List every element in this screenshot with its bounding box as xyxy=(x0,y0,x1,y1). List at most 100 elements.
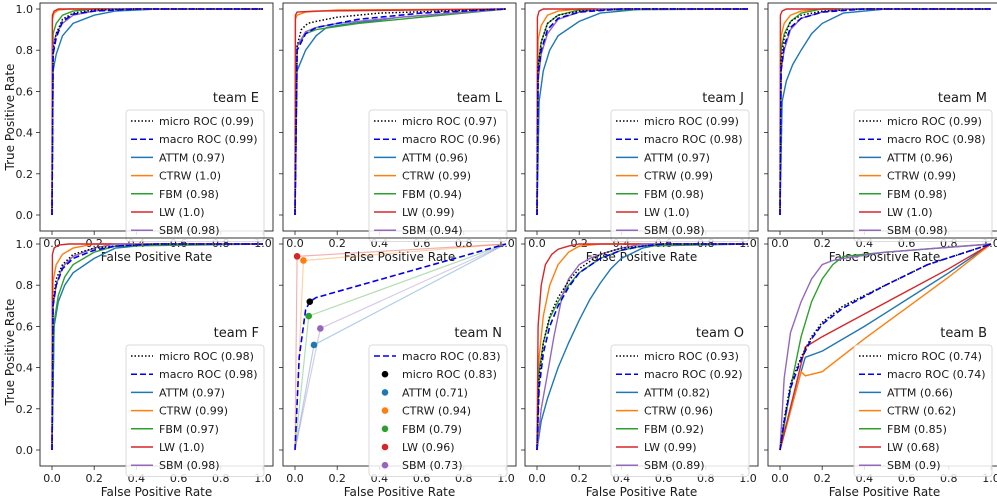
roc-line-sbm xyxy=(779,243,992,451)
roc-line-lw xyxy=(536,243,748,451)
legend-box xyxy=(125,109,265,242)
legend-marker-lw xyxy=(381,443,389,451)
y-tick-label: 0.4 xyxy=(16,127,34,140)
legend-marker-ctrw xyxy=(381,407,389,414)
y-tick-label: 1.0 xyxy=(16,3,34,16)
legend-label-attm: ATTM (0.71) xyxy=(402,386,468,399)
micro-roc-line xyxy=(51,243,263,451)
y-tick-label: 0.8 xyxy=(16,44,34,57)
legend-label-attm: ATTM (0.97) xyxy=(159,151,225,164)
legend-box xyxy=(610,344,750,477)
x-tick-label: 0.0 xyxy=(528,472,546,485)
legend-label-macro: macro ROC (0.98) xyxy=(644,133,743,146)
legend-label-fbm: FBM (0.79) xyxy=(402,423,462,436)
x-tick-label: 0.2 xyxy=(328,237,346,250)
legend-label-macro: macro ROC (0.99) xyxy=(159,133,258,146)
legend-label-ctrw: CTRW (0.94) xyxy=(402,405,471,418)
x-tick-label: 0.2 xyxy=(813,472,831,485)
macro-roc-line xyxy=(294,243,507,451)
legend-label-fbm: FBM (0.92) xyxy=(644,423,704,436)
x-tick-label: 0.0 xyxy=(286,237,304,250)
roc-line-attm xyxy=(779,8,991,216)
legend: micro ROC (0.99) macro ROC (0.99) ATTM (0.… xyxy=(125,109,265,242)
legend-label-micro: micro ROC (0.99) xyxy=(159,115,254,128)
x-tick-label: 0.0 xyxy=(286,472,304,485)
legend-label-fbm: FBM (0.98) xyxy=(644,188,704,201)
x-axis-label: False Positive Rate xyxy=(344,485,456,496)
legend-label-macro: macro ROC (0.74) xyxy=(887,368,986,381)
panel-title: team J xyxy=(702,91,744,106)
legend-label-micro: micro ROC (0.97) xyxy=(402,115,497,128)
legend-label-lw: LW (0.99) xyxy=(644,441,697,454)
legend-label-ctrw: CTRW (0.96) xyxy=(644,405,713,418)
legend-marker-fbm xyxy=(381,425,389,433)
legend-label-lw: LW (1.0) xyxy=(159,441,205,454)
legend-label-attm: ATTM (0.96) xyxy=(887,151,953,164)
legend-label-sbm: SBM (0.9) xyxy=(887,459,941,472)
legend-label-micro: micro ROC (0.98) xyxy=(159,350,254,363)
y-tick-label: 0.6 xyxy=(16,85,34,98)
legend-label-attm: ATTM (0.97) xyxy=(644,151,710,164)
legend-label-macro: macro ROC (0.83) xyxy=(402,350,501,363)
legend-label-macro: macro ROC (0.96) xyxy=(402,133,501,146)
x-axis-label: False Positive Rate xyxy=(586,485,698,496)
legend-marker-sbm xyxy=(381,461,389,469)
legend-label-micro: micro ROC (0.93) xyxy=(644,350,739,363)
legend-label-fbm: FBM (0.98) xyxy=(887,188,947,201)
legend-label-macro: macro ROC (0.98) xyxy=(887,133,986,146)
roc-point-fbm xyxy=(305,312,313,320)
roc-line-attm xyxy=(779,243,992,451)
macro-roc-line xyxy=(779,243,992,451)
legend-label-lw: LW (0.96) xyxy=(402,441,455,454)
macro-roc-line xyxy=(779,8,991,216)
x-axis-label: False Positive Rate xyxy=(101,485,213,496)
panel-title: team F xyxy=(214,326,259,341)
x-tick-label: 0.2 xyxy=(813,237,831,250)
x-axis-label: False Positive Rate xyxy=(829,250,941,264)
panel-title: team M xyxy=(938,91,987,106)
legend-label-sbm: SBM (0.98) xyxy=(159,459,220,472)
y-tick-label: 0.6 xyxy=(16,320,34,333)
legend-label-lw: LW (1.0) xyxy=(644,206,690,219)
legend: micro ROC (0.99) macro ROC (0.98) ATTM (0.… xyxy=(610,109,750,242)
legend-marker-attm xyxy=(381,389,389,396)
x-axis-label: False Positive Rate xyxy=(101,250,213,264)
legend-label-attm: ATTM (0.96) xyxy=(402,151,468,164)
y-tick-label: 1.0 xyxy=(16,238,34,251)
micro-roc-line xyxy=(536,243,748,451)
legend: micro ROC (0.97) macro ROC (0.96) ATTM (0.… xyxy=(368,109,508,242)
legend-box xyxy=(368,344,508,477)
roc-line-lw xyxy=(51,243,263,451)
legend-label-sbm: SBM (0.94) xyxy=(402,224,463,237)
micro-roc-line xyxy=(294,8,507,216)
y-tick-label: 0.0 xyxy=(16,444,34,457)
legend-label-lw: LW (1.0) xyxy=(887,206,933,219)
x-tick-label: 0.2 xyxy=(328,472,346,485)
roc-line-attm xyxy=(536,243,748,451)
micro-roc-point xyxy=(306,298,314,305)
panel-title: team L xyxy=(457,91,503,106)
y-tick-label: 0.2 xyxy=(16,403,34,416)
legend-label-ctrw: CTRW (0.62) xyxy=(887,405,956,418)
x-tick-label: 0.2 xyxy=(570,472,588,485)
legend-label-sbm: SBM (0.98) xyxy=(887,224,948,237)
macro-roc-line xyxy=(536,8,748,216)
macro-roc-line xyxy=(536,243,748,451)
roc-line-fbm xyxy=(536,243,749,451)
legend-label-ctrw: CTRW (0.99) xyxy=(644,170,713,183)
x-axis-label: False Positive Rate xyxy=(344,250,456,264)
panel-title: team E xyxy=(213,91,259,106)
legend-label-fbm: FBM (0.85) xyxy=(887,423,947,436)
legend: micro ROC (0.93) macro ROC (0.92) ATTM (0.… xyxy=(610,344,750,477)
panel-title: team N xyxy=(454,326,502,341)
legend-label-sbm: SBM (0.73) xyxy=(402,459,463,472)
x-tick-label: 0.0 xyxy=(43,472,61,485)
legend-box xyxy=(368,109,508,242)
legend-box xyxy=(125,344,265,477)
roc-point-lw xyxy=(293,253,301,260)
legend: macro ROC (0.83) micro ROC (0.83) ATTM (0.… xyxy=(368,344,508,477)
x-tick-label: 0.0 xyxy=(43,237,61,250)
